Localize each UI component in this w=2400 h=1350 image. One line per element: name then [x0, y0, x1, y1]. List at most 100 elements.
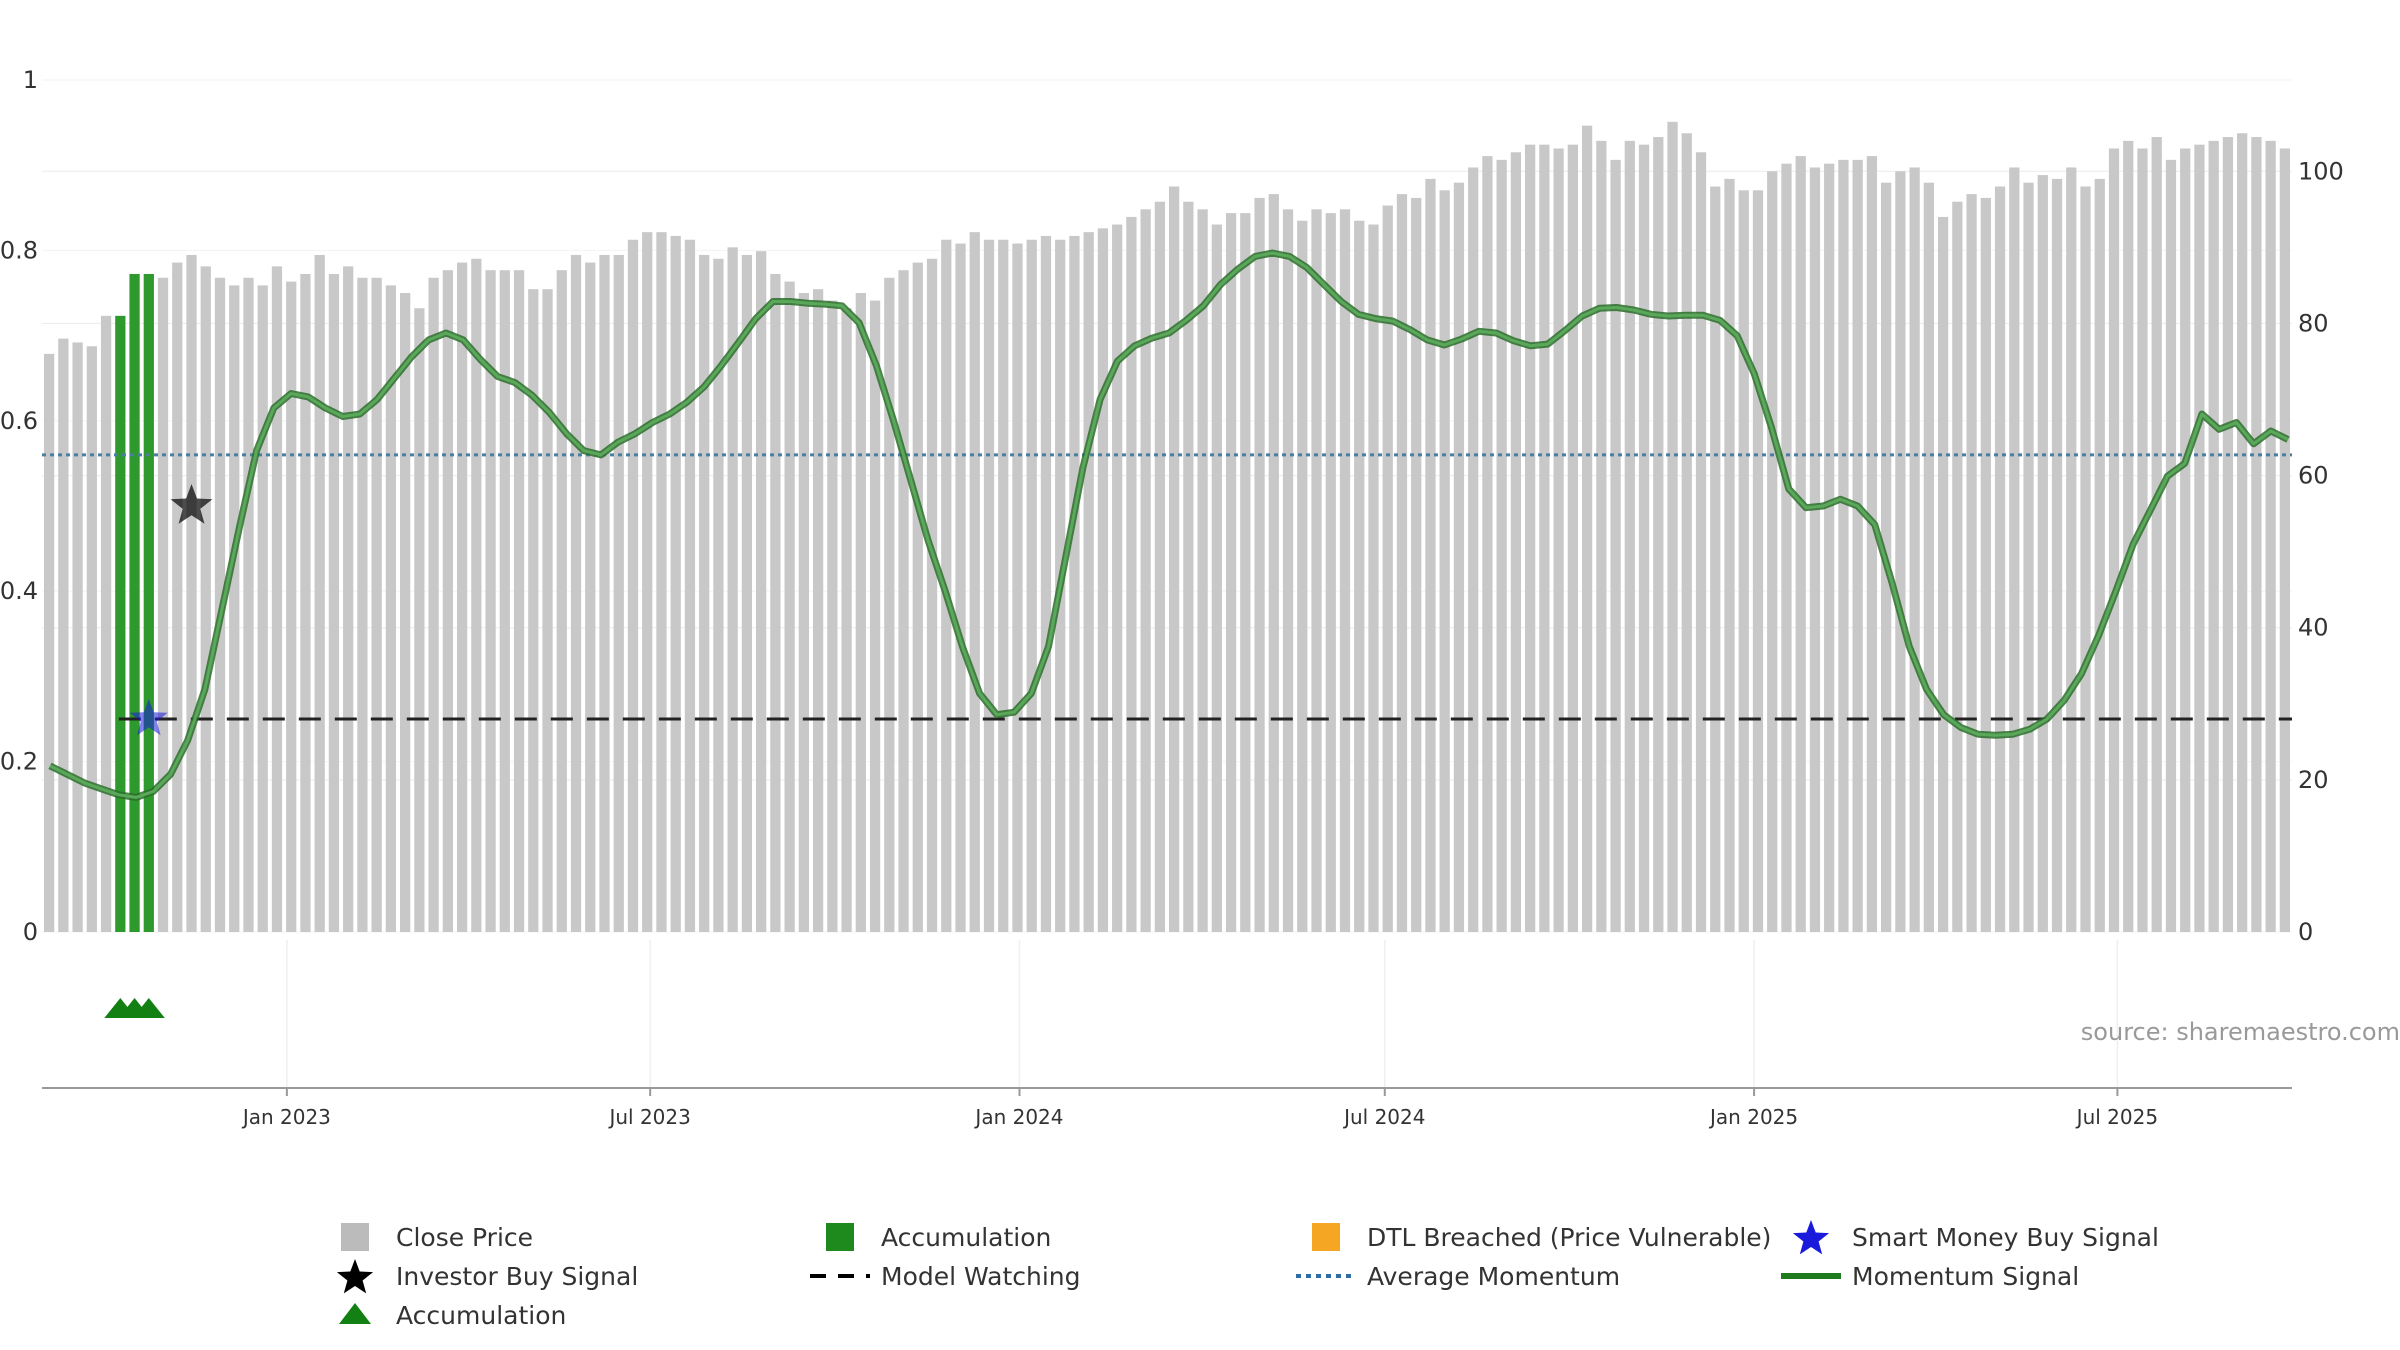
close-price-bar — [1126, 216, 1137, 932]
close-price-bar — [2108, 148, 2120, 932]
close-price-bar — [798, 293, 809, 932]
close-price-bar — [1354, 220, 1365, 932]
close-price-bar — [2265, 140, 2276, 932]
close-price-bar — [2051, 178, 2063, 933]
close-price-bar — [1439, 190, 1450, 932]
close-price-bar — [1140, 209, 1151, 933]
close-price-bar — [343, 266, 354, 932]
close-price-bar — [898, 270, 909, 932]
close-price-bar — [2123, 140, 2134, 932]
close-price-bar — [257, 285, 268, 933]
close-price-bar — [1311, 209, 1322, 933]
close-price-bar — [1069, 235, 1080, 933]
close-price-bar — [1653, 137, 1664, 932]
close-price-bar — [556, 270, 567, 932]
legend-label: Close Price — [396, 1223, 533, 1252]
accumulation-bar — [143, 273, 154, 932]
close-price-bar — [2194, 144, 2205, 933]
close-price-bar — [471, 258, 482, 933]
close-price-bar — [371, 277, 382, 932]
close-price-bar — [2037, 175, 2048, 932]
close-price-bar — [100, 315, 112, 933]
close-price-bar — [414, 308, 425, 932]
close-price-bar — [1980, 197, 1991, 933]
close-price-bar — [869, 300, 881, 932]
legend-label: Momentum Signal — [1852, 1262, 2079, 1291]
close-price-bar — [1268, 194, 1279, 932]
close-price-bar — [200, 266, 211, 932]
close-price-bar — [684, 239, 696, 932]
close-price-bar — [812, 289, 824, 933]
close-price-bar — [1767, 171, 1778, 933]
close-price-bar — [1681, 133, 1692, 932]
left-axis-tick-label: 0.2 — [0, 748, 38, 776]
close-price-bar — [385, 285, 397, 933]
source-label: source: sharemaestro.com — [2081, 1018, 2400, 1046]
signal-markers — [104, 484, 213, 1018]
close-price-bar — [1852, 159, 1863, 932]
legend-star-icon — [1792, 1220, 1830, 1255]
close-price-bar — [1809, 167, 1821, 932]
close-price-bar — [528, 289, 539, 933]
legend-triangle-icon — [339, 1303, 371, 1324]
close-price-bar — [1724, 178, 1735, 933]
close-price-bar — [1795, 156, 1806, 933]
close-price-bar — [1581, 125, 1593, 932]
close-price-bar — [1966, 194, 1977, 932]
close-price-bar — [1368, 224, 1379, 933]
close-price-bar — [1695, 152, 1707, 933]
close-price-bar — [1154, 201, 1166, 932]
close-price-bar — [1083, 232, 1094, 933]
close-price-bar — [1282, 209, 1294, 933]
close-price-bar — [1496, 159, 1507, 932]
smart-money-buy-signal-star — [129, 699, 168, 736]
legend-label: Model Watching — [881, 1262, 1081, 1291]
left-axis-tick-label: 0.8 — [0, 236, 38, 264]
close-price-bar — [1610, 159, 1621, 932]
legend: Close Price Accumulation DTL Breached (Pri… — [336, 1220, 2159, 1330]
close-price-bar — [585, 262, 596, 933]
close-price-bar — [2080, 186, 2091, 932]
close-price-bar — [172, 262, 183, 933]
close-price-bar — [58, 338, 69, 933]
y-axis-ticks: 0 0.2 0.4 0.6 0.8 1 0 20 40 60 80 100 — [0, 66, 2344, 946]
legend-label: Accumulation — [881, 1223, 1051, 1252]
close-price-bar — [1325, 213, 1336, 932]
close-price-bar — [1738, 190, 1749, 932]
legend-label: Accumulation — [396, 1301, 566, 1330]
close-price-bar — [1012, 243, 1023, 932]
accumulation-bar — [115, 315, 126, 933]
close-price-bar — [784, 281, 795, 932]
right-axis-tick-label: 60 — [2298, 462, 2329, 490]
close-price-bar — [1937, 216, 1949, 932]
close-price-bar — [442, 270, 453, 932]
right-axis-tick-label: 20 — [2298, 766, 2329, 794]
close-price-bar — [627, 239, 639, 932]
close-price-bar — [2237, 133, 2248, 932]
close-price-bar — [1781, 163, 1792, 932]
close-price-bar — [770, 273, 781, 932]
left-axis-tick-label: 0.4 — [0, 577, 38, 605]
close-price-bar — [570, 254, 582, 932]
legend-label: DTL Breached (Price Vulnerable) — [1367, 1223, 1771, 1252]
close-price-bar — [1710, 186, 1721, 932]
close-price-bar — [186, 254, 197, 932]
close-price-bar — [513, 270, 525, 932]
x-axis-tick-label: Jan 2024 — [973, 1105, 1063, 1129]
close-price-bar — [400, 293, 411, 932]
close-price-bar — [157, 277, 169, 932]
close-price-bar — [2137, 148, 2148, 932]
close-price-bar — [456, 262, 468, 933]
close-price-bar — [2094, 178, 2105, 933]
accumulation-triangle — [132, 998, 165, 1018]
x-axis: Jan 2023 Jul 2023 Jan 2024 Jul 2024 Jan 2025… — [42, 1087, 2292, 1129]
close-price-bar — [1553, 148, 1564, 932]
legend-label: Smart Money Buy Signal — [1852, 1223, 2159, 1252]
close-price-bar — [328, 273, 340, 932]
legend-square-icon — [341, 1223, 369, 1251]
close-price-bar — [2279, 148, 2291, 932]
close-price-bar — [1866, 156, 1878, 933]
close-price-bar — [2151, 137, 2162, 932]
right-axis-tick-label: 0 — [2298, 918, 2313, 946]
close-price-bar — [1596, 140, 1607, 932]
